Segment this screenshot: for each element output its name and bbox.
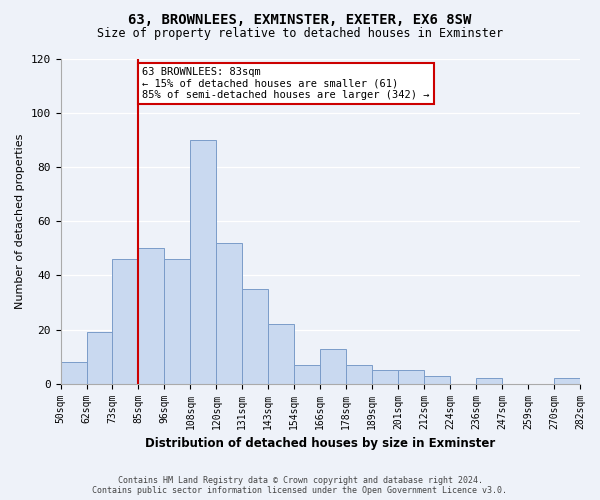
Bar: [476, 378, 502, 384]
Y-axis label: Number of detached properties: Number of detached properties: [15, 134, 25, 309]
Text: 63, BROWNLEES, EXMINSTER, EXETER, EX6 8SW: 63, BROWNLEES, EXMINSTER, EXETER, EX6 8S…: [128, 12, 472, 26]
Bar: [346, 365, 372, 384]
Bar: [86, 332, 112, 384]
Bar: [398, 370, 424, 384]
Bar: [372, 370, 398, 384]
Text: Contains HM Land Registry data © Crown copyright and database right 2024.
Contai: Contains HM Land Registry data © Crown c…: [92, 476, 508, 495]
Bar: [554, 378, 580, 384]
Text: Size of property relative to detached houses in Exminster: Size of property relative to detached ho…: [97, 28, 503, 40]
X-axis label: Distribution of detached houses by size in Exminster: Distribution of detached houses by size …: [145, 437, 496, 450]
Bar: [164, 259, 190, 384]
Bar: [294, 365, 320, 384]
Bar: [112, 259, 139, 384]
Bar: [139, 248, 164, 384]
Bar: [320, 348, 346, 384]
Bar: [268, 324, 294, 384]
Bar: [61, 362, 86, 384]
Bar: [424, 376, 450, 384]
Bar: [217, 243, 242, 384]
Text: 63 BROWNLEES: 83sqm
← 15% of detached houses are smaller (61)
85% of semi-detach: 63 BROWNLEES: 83sqm ← 15% of detached ho…: [142, 67, 430, 100]
Bar: [190, 140, 217, 384]
Bar: [242, 289, 268, 384]
